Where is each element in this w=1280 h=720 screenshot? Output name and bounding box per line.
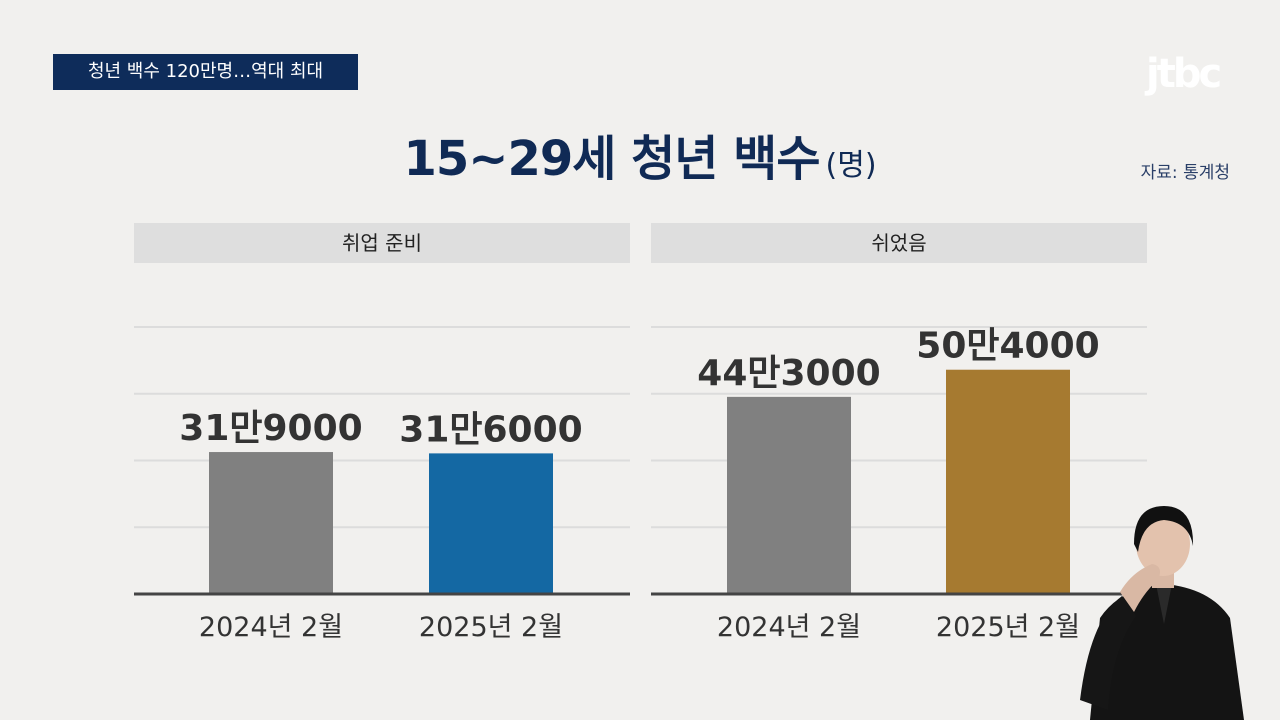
source-note: 자료: 통계청 [1140,163,1230,183]
category-label: 2025년 2월 [419,612,563,643]
data-label: 44만3000 [697,353,880,394]
jtbc-logo: jtbc [1146,51,1222,97]
sign-language-interpreter [1080,506,1244,720]
chart-unit: (명) [825,148,877,183]
category-label: 2025년 2월 [936,612,1080,643]
category-label: 2024년 2월 [199,612,343,643]
data-label: 31만6000 [399,409,582,450]
category-label: 2024년 2월 [717,612,861,643]
data-label: 50만4000 [916,326,1099,367]
chart-title: 15~29세 청년 백수 [403,131,820,187]
panel-title-resting: 쉬었음 [651,223,1147,263]
bar [727,396,851,594]
data-label: 31만9000 [179,408,362,449]
chart-title-block: 15~29세 청년 백수 (명) [0,124,1280,194]
bar [429,453,553,594]
panel-title-job-prep: 취업 준비 [134,223,630,263]
bar [946,369,1070,594]
bar [209,452,333,594]
news-caption-banner: 청년 백수 120만명…역대 최대 [53,54,358,90]
